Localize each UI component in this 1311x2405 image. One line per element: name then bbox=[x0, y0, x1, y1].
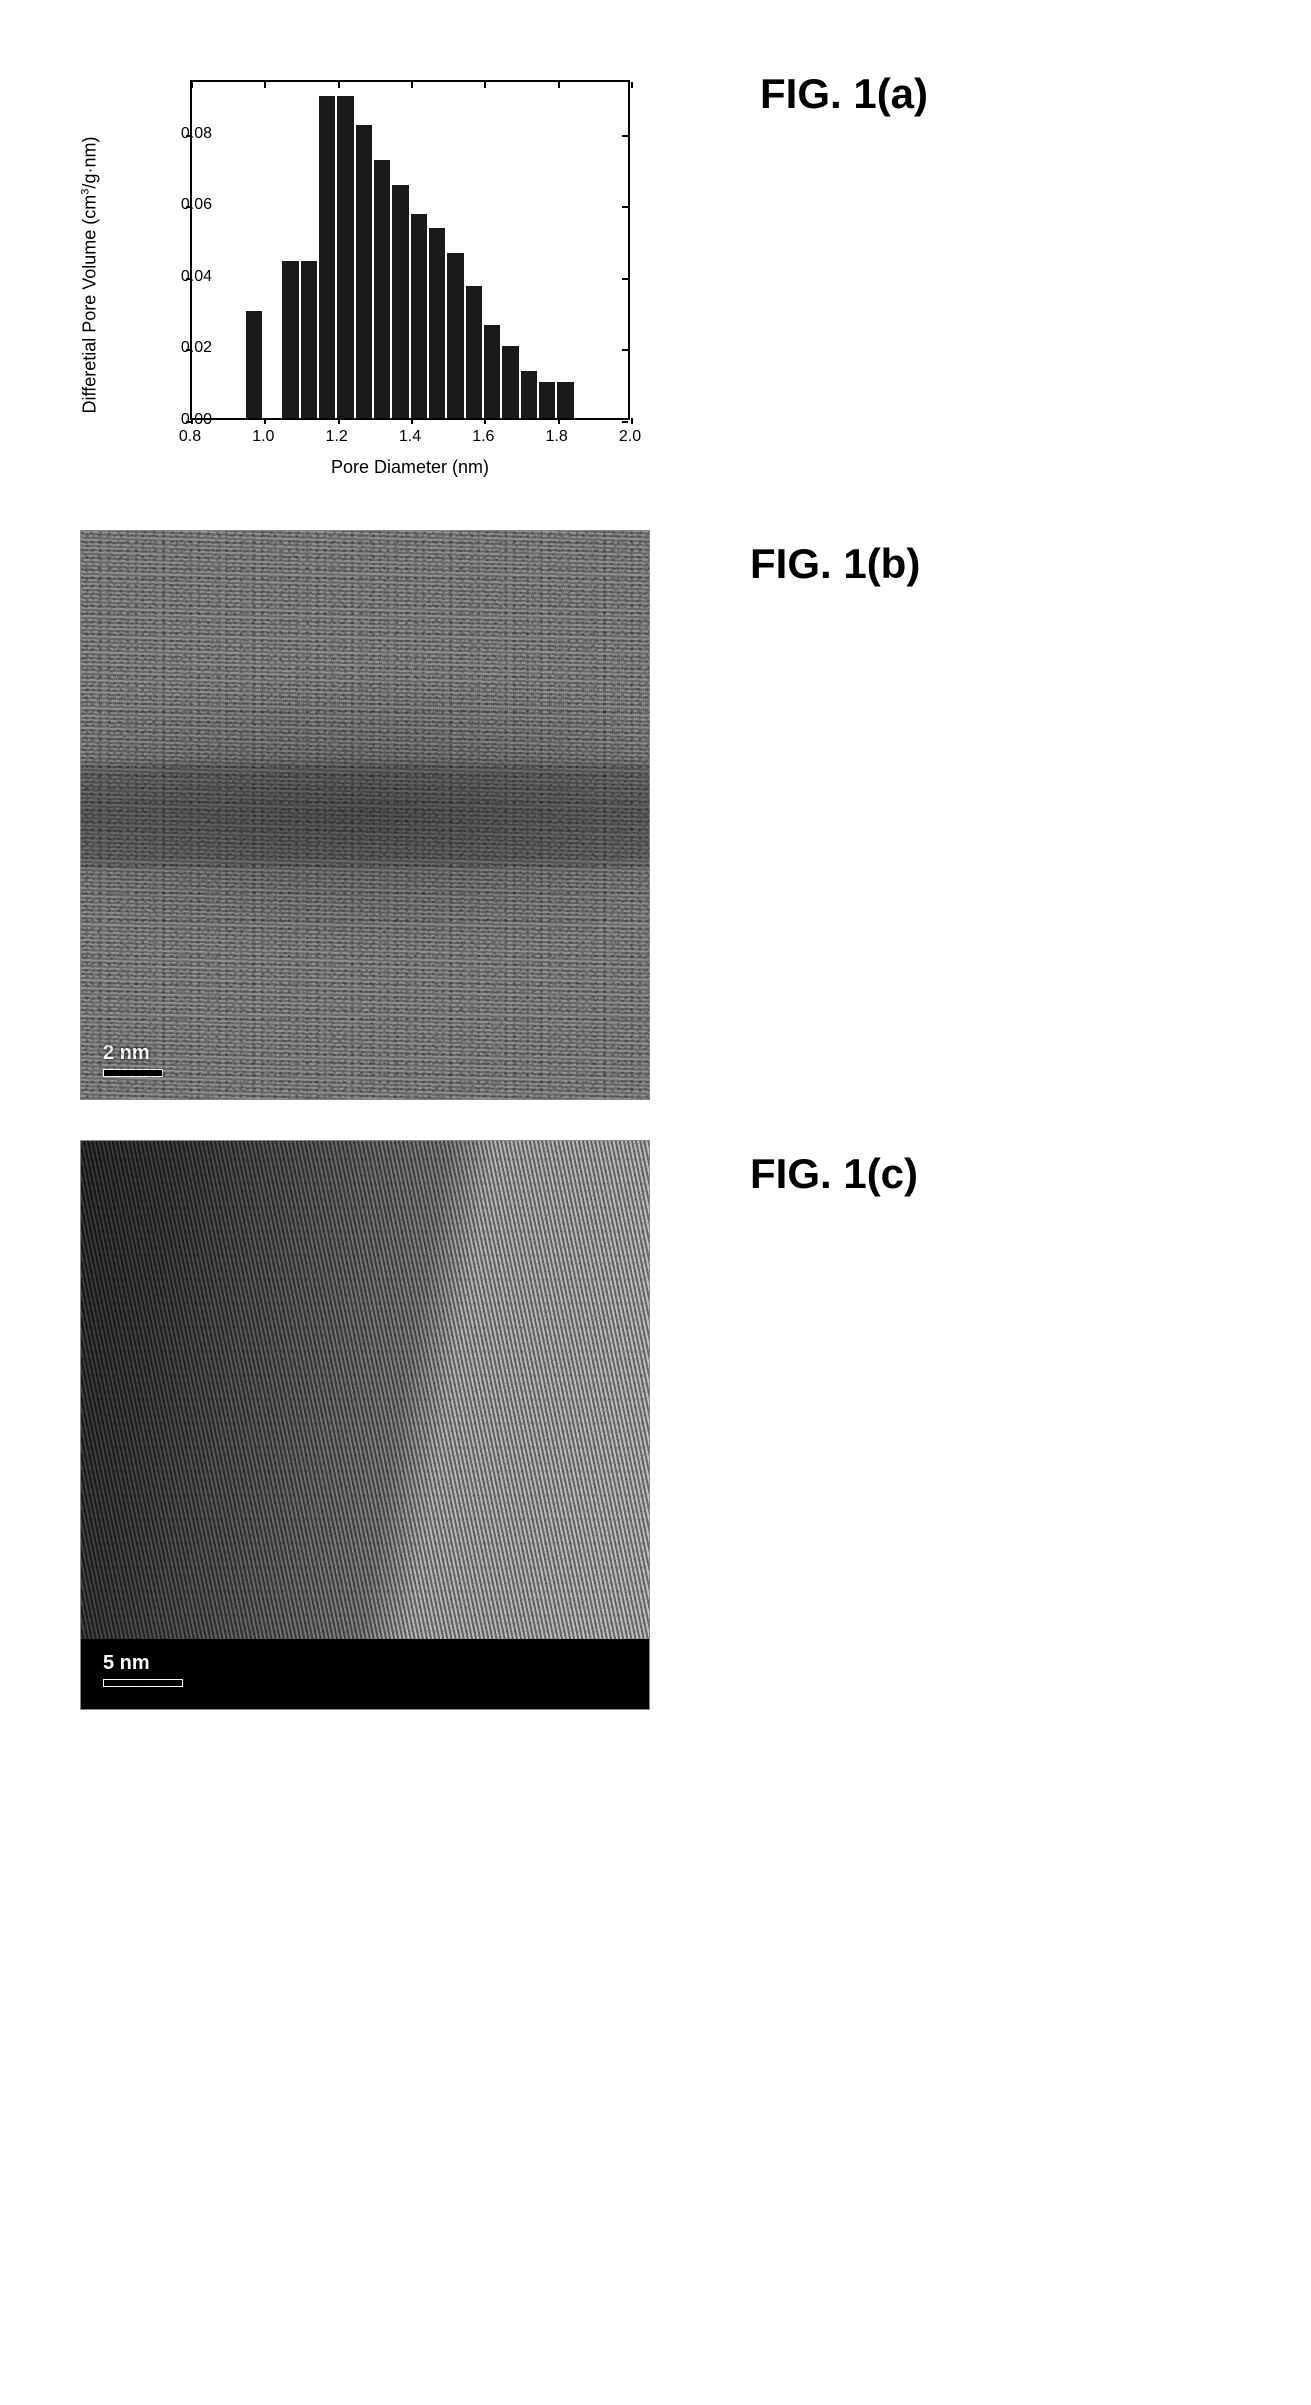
chart-bar bbox=[429, 228, 447, 418]
x-tick-label: 0.8 bbox=[179, 428, 201, 446]
chart-bar bbox=[337, 96, 355, 418]
chart-plot-area: Pore Diameter (nm) bbox=[190, 80, 630, 420]
scale-bar-c-text: 5 nm bbox=[103, 1652, 150, 1674]
chart-bar bbox=[411, 214, 429, 418]
figure-a-label: FIG. 1(a) bbox=[760, 70, 928, 118]
figure-row-c: 5 nm FIG. 1(c) bbox=[80, 1140, 1231, 1710]
chart-bar bbox=[246, 311, 264, 418]
tem-image-c: 5 nm bbox=[80, 1140, 650, 1710]
chart-bar bbox=[447, 253, 465, 418]
chart-bar bbox=[319, 96, 337, 418]
scale-bar-c-line bbox=[103, 1679, 183, 1687]
y-axis-label: Differetial Pore Volume (cm3/g·nm) bbox=[80, 137, 101, 414]
x-tick-label: 1.6 bbox=[472, 428, 494, 446]
x-axis-label: Pore Diameter (nm) bbox=[331, 457, 489, 478]
y-tick-label: 0.06 bbox=[181, 196, 212, 214]
chart-bar bbox=[502, 346, 520, 418]
x-tick-label: 1.4 bbox=[399, 428, 421, 446]
chart-bar bbox=[539, 382, 557, 418]
scale-bar-b: 2 nm bbox=[103, 1042, 163, 1077]
tem-image-b: 2 nm bbox=[80, 530, 650, 1100]
scale-bar-c: 5 nm bbox=[103, 1652, 183, 1687]
figure-b-panel: 2 nm bbox=[80, 530, 650, 1100]
pore-diameter-chart: Pore Diameter (nm) 0.000.020.040.060.08 … bbox=[100, 60, 660, 490]
chart-bar bbox=[521, 371, 539, 418]
figure-c-label: FIG. 1(c) bbox=[750, 1150, 918, 1198]
y-tick-label: 0.02 bbox=[181, 339, 212, 357]
chart-bars bbox=[192, 82, 628, 418]
figure-a-panel: Pore Diameter (nm) 0.000.020.040.060.08 … bbox=[80, 60, 660, 490]
chart-bar bbox=[356, 125, 374, 418]
x-tick-label: 1.0 bbox=[252, 428, 274, 446]
chart-bar bbox=[374, 160, 392, 418]
x-tick-label: 2.0 bbox=[619, 428, 641, 446]
figure-row-a: Pore Diameter (nm) 0.000.020.040.060.08 … bbox=[80, 60, 1231, 490]
scale-bar-b-line bbox=[103, 1069, 163, 1077]
y-tick-label: 0.08 bbox=[181, 125, 212, 143]
x-tick-label: 1.2 bbox=[326, 428, 348, 446]
chart-bar bbox=[301, 261, 319, 418]
chart-bar bbox=[466, 286, 484, 418]
chart-bar bbox=[392, 185, 410, 418]
figure-b-label: FIG. 1(b) bbox=[750, 540, 920, 588]
x-tick-label: 1.8 bbox=[546, 428, 568, 446]
chart-bar bbox=[282, 261, 300, 418]
scale-bar-b-text: 2 nm bbox=[103, 1042, 150, 1064]
y-tick-label: 0.04 bbox=[181, 268, 212, 286]
chart-bar bbox=[557, 382, 575, 418]
figure-c-panel: 5 nm bbox=[80, 1140, 650, 1710]
chart-bar bbox=[484, 325, 502, 418]
figure-row-b: 2 nm FIG. 1(b) bbox=[80, 530, 1231, 1100]
y-tick-label: 0.00 bbox=[181, 411, 212, 429]
